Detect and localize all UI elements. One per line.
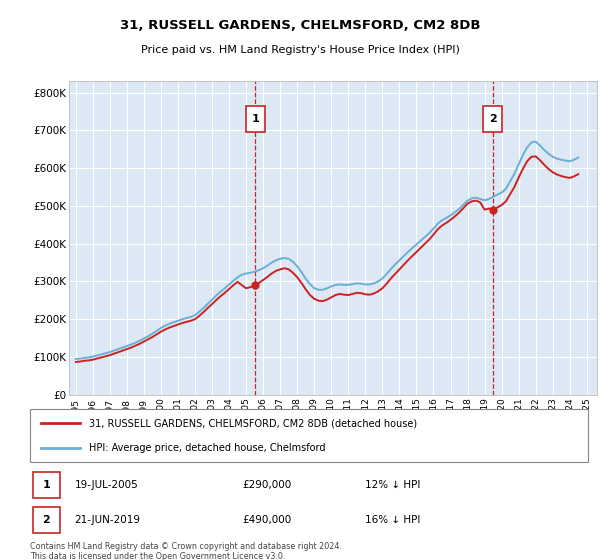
FancyBboxPatch shape [30,409,588,462]
Text: 1: 1 [251,114,259,124]
Text: 2: 2 [489,114,496,124]
FancyBboxPatch shape [246,106,265,132]
Text: £290,000: £290,000 [242,480,291,490]
Text: Contains HM Land Registry data © Crown copyright and database right 2024.
This d: Contains HM Land Registry data © Crown c… [30,542,342,560]
Text: Price paid vs. HM Land Registry's House Price Index (HPI): Price paid vs. HM Land Registry's House … [140,45,460,55]
Text: 21-JUN-2019: 21-JUN-2019 [74,515,140,525]
Text: 31, RUSSELL GARDENS, CHELMSFORD, CM2 8DB: 31, RUSSELL GARDENS, CHELMSFORD, CM2 8DB [120,18,480,32]
Text: HPI: Average price, detached house, Chelmsford: HPI: Average price, detached house, Chel… [89,442,325,452]
Text: 31, RUSSELL GARDENS, CHELMSFORD, CM2 8DB (detached house): 31, RUSSELL GARDENS, CHELMSFORD, CM2 8DB… [89,418,417,428]
FancyBboxPatch shape [33,507,59,533]
Text: 16% ↓ HPI: 16% ↓ HPI [365,515,420,525]
Text: £490,000: £490,000 [242,515,291,525]
Text: 19-JUL-2005: 19-JUL-2005 [74,480,139,490]
Text: 12% ↓ HPI: 12% ↓ HPI [365,480,420,490]
FancyBboxPatch shape [483,106,502,132]
Text: 1: 1 [43,480,50,490]
Text: 2: 2 [43,515,50,525]
FancyBboxPatch shape [33,472,59,498]
